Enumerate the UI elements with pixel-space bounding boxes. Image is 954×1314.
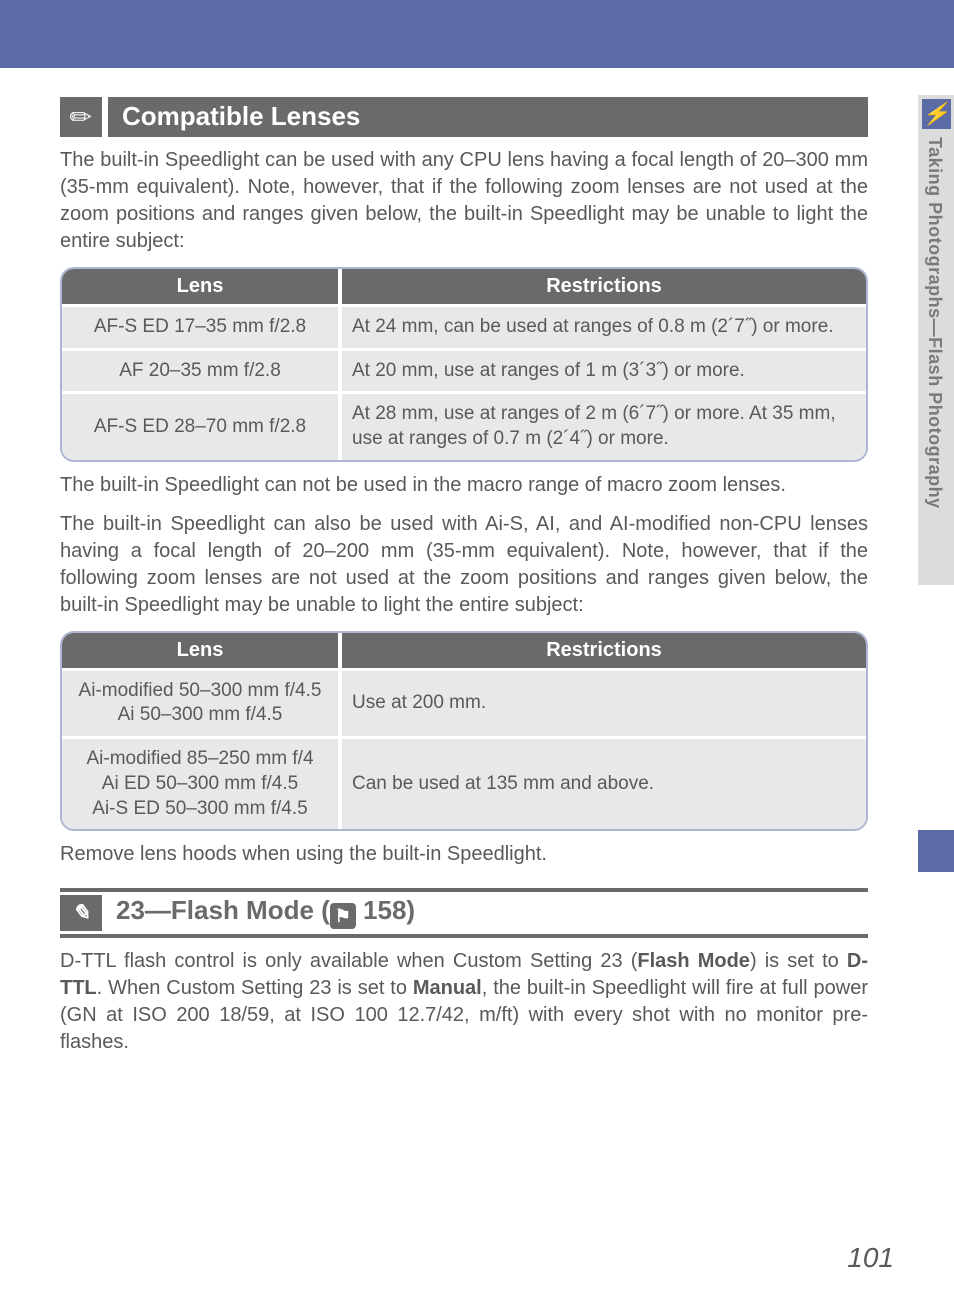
table-row: AF-S ED 28–70 mm f/2.8 At 28 mm, use at … xyxy=(62,391,866,459)
section-title: Compatible Lenses xyxy=(108,97,868,137)
page-number: 101 xyxy=(847,1242,894,1274)
table-header-row: Lens Restrictions xyxy=(62,269,866,304)
col-header-lens: Lens xyxy=(62,633,342,668)
restriction-cell: Use at 200 mm. xyxy=(342,668,866,736)
section-header-flash-mode: ✎ 23—Flash Mode (⚑ 158) xyxy=(60,888,868,938)
table-row: Ai-modified 50–300 mm f/4.5 Ai 50–300 mm… xyxy=(62,668,866,736)
title-pre: 23—Flash Mode ( xyxy=(116,895,330,925)
table-row: Ai-modified 85–250 mm f/4 Ai ED 50–300 m… xyxy=(62,736,866,829)
restriction-cell: At 20 mm, use at ranges of 1 m (3´3˝) or… xyxy=(342,348,866,392)
table-header-row: Lens Restrictions xyxy=(62,633,866,668)
restriction-cell: Can be used at 135 mm and above. xyxy=(342,736,866,829)
table-row: AF-S ED 17–35 mm f/2.8 At 24 mm, can be … xyxy=(62,304,866,348)
lens-cell: AF 20–35 mm f/2.8 xyxy=(62,348,342,392)
lens-cell: Ai-modified 50–300 mm f/4.5 Ai 50–300 mm… xyxy=(62,668,342,736)
col-header-restrictions: Restrictions xyxy=(342,633,866,668)
cpu-lens-table: Lens Restrictions AF-S ED 17–35 mm f/2.8… xyxy=(60,267,868,462)
hood-note: Remove lens hoods when using the built-i… xyxy=(60,841,868,868)
table-row: AF 20–35 mm f/2.8 At 20 mm, use at range… xyxy=(62,348,866,392)
section-header-compatible-lenses: ✎ Compatible Lenses xyxy=(60,97,868,137)
noncpu-intro: The built-in Speedlight can also be used… xyxy=(60,511,868,619)
col-header-restrictions: Restrictions xyxy=(342,269,866,304)
section2-title: 23—Flash Mode (⚑ 158) xyxy=(102,892,868,934)
intro-paragraph: The built-in Speedlight can be used with… xyxy=(60,147,868,255)
flash-mode-body: D-TTL flash control is only available wh… xyxy=(60,948,868,1056)
col-header-lens: Lens xyxy=(62,269,342,304)
page-ref-icon: ⚑ xyxy=(330,903,356,929)
lens-cell: AF-S ED 28–70 mm f/2.8 xyxy=(62,391,342,459)
lens-cell: AF-S ED 17–35 mm f/2.8 xyxy=(62,304,342,348)
macro-note: The built-in Speedlight can not be used … xyxy=(60,472,868,499)
pencil-icon: ✎ xyxy=(60,97,102,137)
csm-icon: ✎ xyxy=(60,895,102,931)
restriction-cell: At 24 mm, can be used at ranges of 0.8 m… xyxy=(342,304,866,348)
restriction-cell: At 28 mm, use at ranges of 2 m (6´7˝) or… xyxy=(342,391,866,459)
lens-cell: Ai-modified 85–250 mm f/4 Ai ED 50–300 m… xyxy=(62,736,342,829)
noncpu-lens-table: Lens Restrictions Ai-modified 50–300 mm … xyxy=(60,631,868,831)
title-post: 158) xyxy=(356,895,415,925)
